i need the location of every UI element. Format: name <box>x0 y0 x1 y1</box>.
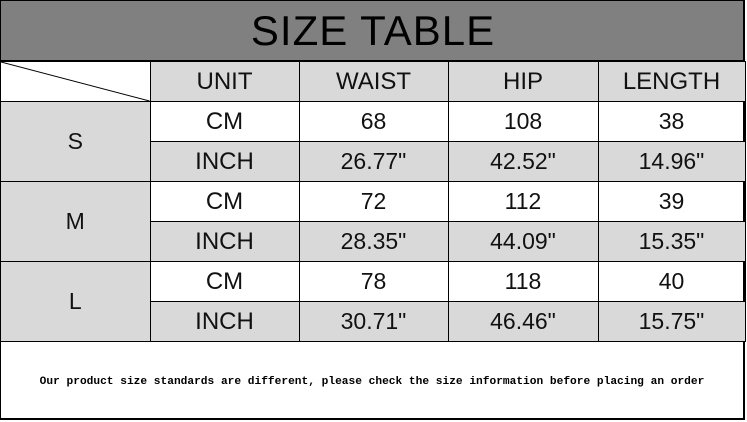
size-disclaimer-note: Our product size standards are different… <box>39 375 705 388</box>
page-title: SIZE TABLE <box>1 1 743 61</box>
header-row: UNIT WAIST HIP LENGTH <box>1 61 746 102</box>
table-row: L CM 78 118 40 <box>1 261 746 342</box>
length-cell: 15.75" <box>597 301 746 342</box>
unit-cell: CM <box>149 101 300 142</box>
header-unit: UNIT <box>149 61 300 102</box>
unit-cell: INCH <box>150 141 300 182</box>
diagonal-corner-cell <box>1 61 151 102</box>
hip-cell: 42.52" <box>447 141 599 182</box>
unit-cell: INCH <box>150 301 300 342</box>
length-cell: 40 <box>597 261 746 302</box>
hip-cell: 118 <box>447 261 599 302</box>
waist-cell: 68 <box>298 101 449 142</box>
table-row: INCH 26.77" 42.52" 14.96" <box>1 141 746 182</box>
waist-cell: 78 <box>298 261 449 302</box>
header-hip: HIP <box>447 61 599 102</box>
hip-cell: 46.46" <box>447 301 599 342</box>
length-cell: 14.96" <box>597 141 746 182</box>
table-row: INCH 28.35" 44.09" 15.35" <box>1 221 746 262</box>
unit-cell: CM <box>149 181 300 222</box>
unit-cell: CM <box>149 261 300 302</box>
table-row: S CM 68 108 38 <box>1 101 746 182</box>
header-length: LENGTH <box>597 61 746 102</box>
unit-cell: INCH <box>150 221 300 262</box>
table-row: INCH 30.71" 46.46" 15.75" <box>1 301 746 342</box>
header-waist: WAIST <box>298 61 449 102</box>
table-row: M CM 72 112 39 <box>1 181 746 262</box>
size-table: UNIT WAIST HIP LENGTH S CM 68 108 38 INCH 26.7… <box>1 61 746 342</box>
waist-cell: 26.77" <box>298 141 449 182</box>
length-cell: 39 <box>597 181 746 222</box>
length-cell: 38 <box>597 101 746 142</box>
waist-cell: 72 <box>298 181 449 222</box>
hip-cell: 44.09" <box>447 221 599 262</box>
size-label: M <box>1 181 151 262</box>
size-label: S <box>1 101 151 182</box>
waist-cell: 28.35" <box>298 221 449 262</box>
hip-cell: 112 <box>447 181 599 222</box>
size-label: L <box>1 261 151 342</box>
length-cell: 15.35" <box>597 221 746 262</box>
hip-cell: 108 <box>447 101 599 142</box>
waist-cell: 30.71" <box>298 301 449 342</box>
